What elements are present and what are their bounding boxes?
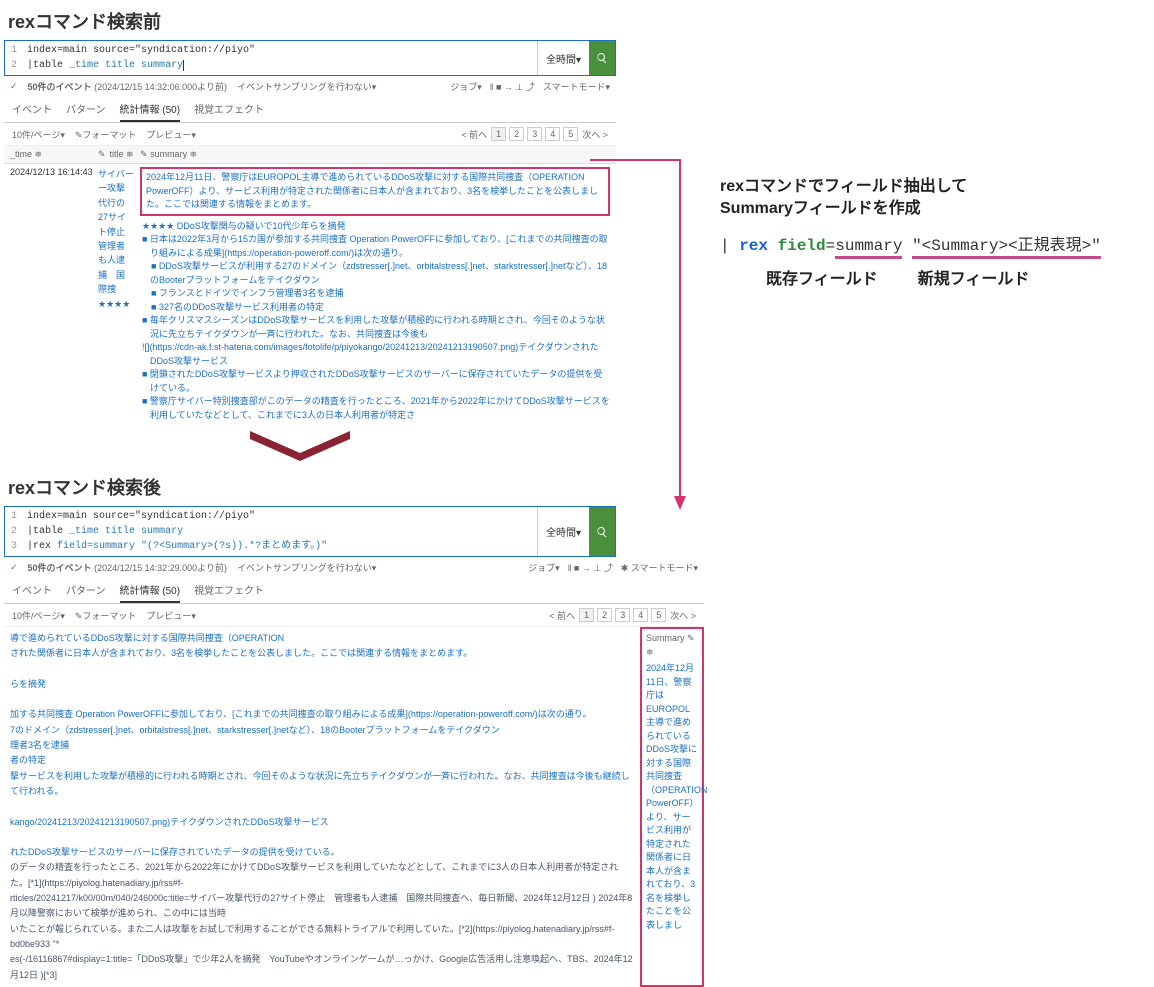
toolbar: 10件/ページ▾ ✎フォーマット プレビュー▾ < 前へ 1 2 3 4 5 次… [4, 123, 616, 146]
col-title[interactable]: title ≑ [110, 149, 134, 160]
results-2: 導で進められているDDoS攻撃に対する国際共同捜査（OPERATION された関… [4, 627, 704, 987]
tab-patterns[interactable]: パターン [66, 97, 106, 122]
tab-stats[interactable]: 統計情報 (50) [120, 97, 181, 122]
col-time[interactable]: _time ≑ [10, 149, 96, 160]
summary-column: Summary ✎ ≑ 2024年12月11日、警察庁はEUROPOL主導で進め… [640, 627, 704, 987]
search-button[interactable] [589, 41, 615, 75]
panel-after: 1 index=main source="syndication://piyo"… [4, 506, 704, 987]
format[interactable]: ✎フォーマット [75, 128, 137, 141]
tabs: イベント パターン 統計情報 (50) 視覚エフェクト [4, 97, 616, 123]
time-range[interactable]: 全時間▾ [537, 41, 589, 75]
check-icon: ✓ [10, 81, 18, 92]
job-menu[interactable]: ジョブ▾ [450, 80, 482, 93]
smartmode[interactable]: スマートモード▾ [543, 80, 610, 93]
status-bar-2: ✓ 50件のイベント (2024/12/15 14:32:29.000より前) … [4, 557, 704, 578]
toolbar-2: 10件/ページ▾ ✎フォーマット プレビュー▾ < 前へ 1 2 3 4 5 次… [4, 604, 704, 627]
summary-highlight: 2024年12月11日、警察庁はEUROPOL主導で進められているDDoS攻撃に… [140, 167, 610, 216]
pager: 1 2 3 4 5 [491, 127, 578, 141]
title-after: rexコマンド検索後 [8, 474, 1154, 500]
status-bar: ✓ 50件のイベント (2024/12/15 14:32:06.000より前) … [4, 76, 616, 97]
check-icon: ✓ [10, 562, 18, 573]
time-range-2[interactable]: 全時間▾ [537, 507, 589, 556]
search-input-2[interactable]: 1 index=main source="syndication://piyo"… [5, 507, 537, 556]
tabs-2: イベント パターン 統計情報 (50) 視覚エフェクト [4, 578, 704, 604]
search-bar: 1 index=main source="syndication://piyo"… [4, 40, 616, 76]
results-table: _time ≑ ✎title ≑ ✎ summary ≑ 2024/12/13 … [4, 146, 616, 425]
panel-before: 1 index=main source="syndication://piyo"… [4, 40, 616, 425]
search-button-2[interactable] [589, 507, 615, 556]
search-icon [596, 52, 608, 64]
preview[interactable]: プレビュー▾ [146, 128, 196, 141]
tab-viz[interactable]: 視覚エフェクト [194, 97, 264, 122]
sampling-dropdown[interactable]: イベントサンプリングを行わない▾ [237, 80, 376, 93]
col-summary[interactable]: summary ≑ [150, 149, 197, 159]
title-before: rexコマンド検索前 [8, 8, 1154, 34]
search-bar-2: 1 index=main source="syndication://piyo"… [4, 506, 616, 557]
perpage[interactable]: 10件/ページ▾ [12, 128, 65, 141]
tab-events[interactable]: イベント [12, 97, 52, 122]
results-body: 導で進められているDDoS攻撃に対する国際共同捜査（OPERATION された関… [4, 627, 640, 987]
table-row: 2024/12/13 16:14:43 サイバー ー攻撃 代行の 27サイ ト停… [4, 164, 616, 425]
search-input[interactable]: 1 index=main source="syndication://piyo"… [5, 41, 537, 75]
annotation: rexコマンドでフィールド抽出して Summaryフィールドを作成 | rex … [720, 176, 1140, 289]
search-icon [596, 526, 608, 538]
annotation-code: | rex field=summary "<Summary><正規表現>" [720, 231, 1140, 255]
pager-next[interactable]: 次へ > [582, 128, 608, 141]
summary-col-header[interactable]: Summary ✎ ≑ [646, 632, 698, 659]
cell-summary: 2024年12月11日、警察庁はEUROPOL主導で進められているDDoS攻撃に… [140, 167, 610, 422]
cell-title: サイバー ー攻撃 代行の 27サイ ト停止 管理者 も人逮 捕 国 際捜 ★★★… [96, 167, 140, 422]
down-arrow-icon [250, 431, 350, 461]
pager-prev[interactable]: < 前へ [461, 128, 487, 141]
sampling-2[interactable]: イベントサンプリングを行わない▾ [237, 561, 376, 574]
